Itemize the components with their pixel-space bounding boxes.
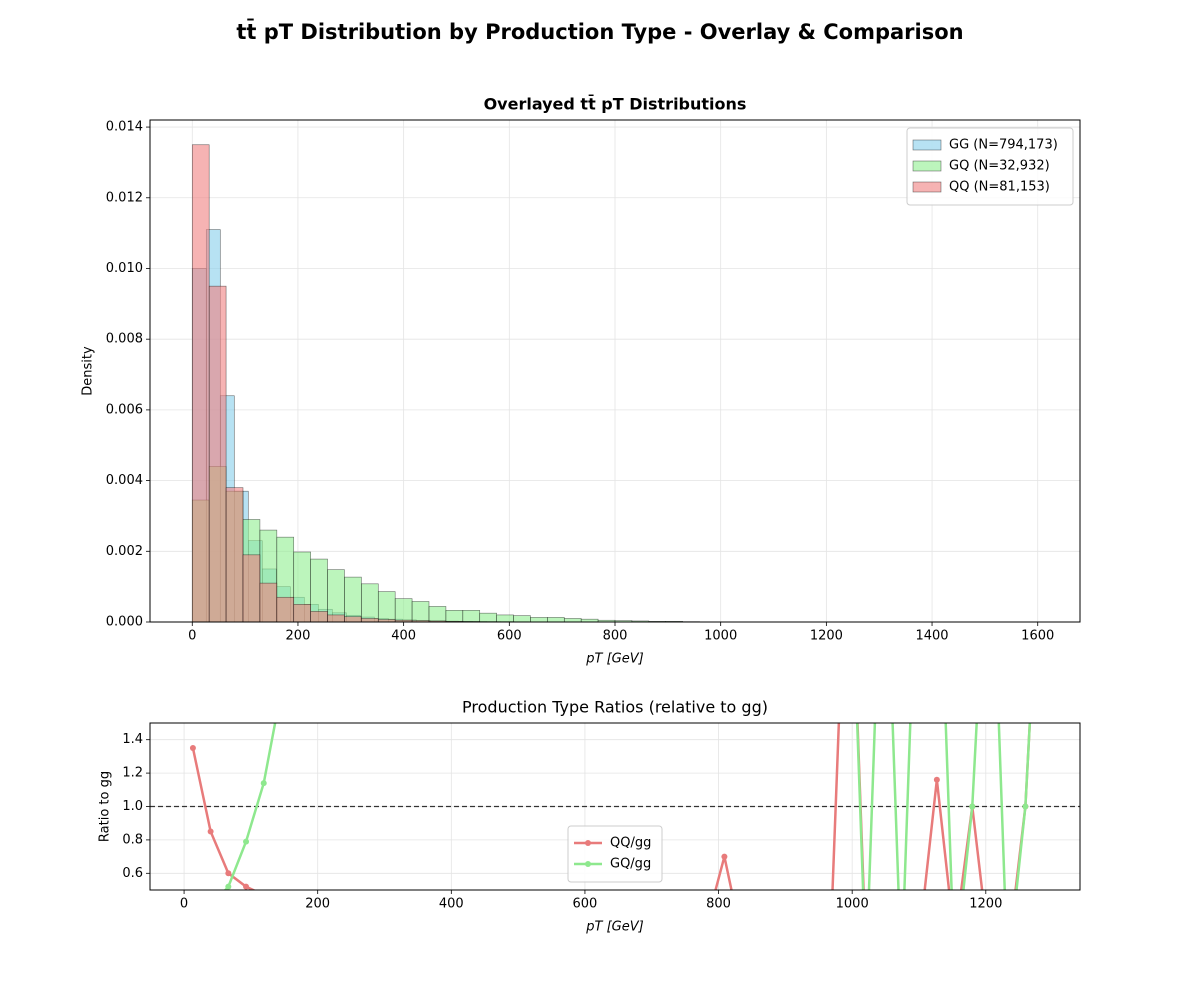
- x-tick-label: 200: [305, 897, 330, 912]
- x-axis-label: pT [GeV]: [585, 652, 643, 667]
- ratio-marker: [260, 780, 267, 787]
- histogram-bar: [310, 611, 328, 622]
- x-tick-label: 800: [603, 629, 628, 644]
- x-tick-label: 1000: [836, 897, 869, 912]
- y-tick-label: 0.008: [106, 332, 143, 347]
- histogram-bar: [361, 618, 379, 622]
- histogram-bar: [445, 610, 464, 622]
- x-tick-label: 1200: [969, 897, 1002, 912]
- legend-box: [567, 825, 663, 883]
- histogram-bar: [479, 612, 497, 622]
- x-tick-label: 0: [180, 897, 188, 912]
- x-tick-label: 400: [391, 629, 416, 644]
- x-tick-label: 200: [286, 629, 311, 644]
- legend-label: QQ (N=81,153): [949, 180, 1050, 195]
- x-tick-label: 1400: [915, 629, 948, 644]
- ratio-marker: [1022, 803, 1029, 810]
- histogram-bar: [547, 617, 565, 622]
- legend-label: QQ/gg: [610, 836, 651, 851]
- y-tick-label: 0.012: [106, 190, 143, 205]
- ratio-marker: [969, 803, 976, 810]
- legend-label: GG (N=794,173): [949, 138, 1058, 153]
- histogram-bar: [428, 606, 447, 622]
- histogram-bar: [361, 583, 379, 622]
- ratio-marker: [721, 853, 728, 860]
- histogram-bar: [225, 487, 244, 622]
- y-tick-label: 1.4: [122, 732, 143, 747]
- ratio-marker: [207, 828, 214, 835]
- plot: [150, 723, 1080, 890]
- ratio-line: [191, 723, 1032, 890]
- legend-patch: [912, 181, 942, 193]
- histogram-bar: [293, 604, 311, 622]
- legend-marker: [585, 861, 591, 867]
- y-tick-label: 0.000: [106, 615, 143, 630]
- y-axis-label: Ratio to gg: [98, 771, 113, 842]
- histogram-bar: [208, 285, 227, 622]
- y-tick-label: 1.0: [122, 799, 143, 814]
- y-axis-label: Density: [81, 346, 96, 396]
- legend-label: GQ/gg: [610, 857, 651, 872]
- x-axis-label: pT [GeV]: [585, 920, 643, 935]
- axes-title: Overlayed tt̄ pT Distributions: [484, 94, 747, 114]
- histogram-bar: [191, 144, 210, 622]
- x-tick-label: 800: [706, 897, 731, 912]
- ratio-marker: [225, 870, 232, 877]
- histogram-bar: [344, 616, 362, 622]
- histogram-bar: [394, 598, 413, 622]
- plot: [191, 144, 1033, 622]
- y-tick-label: 0.002: [106, 544, 143, 559]
- legend-box: [906, 127, 1074, 206]
- y-tick-label: 0.6: [122, 866, 143, 881]
- histogram-bar: [327, 569, 345, 622]
- y-tick-label: 0.8: [122, 832, 143, 847]
- x-tick-label: 1000: [704, 629, 737, 644]
- x-tick-label: 1200: [810, 629, 843, 644]
- histogram-bar: [563, 618, 582, 622]
- histogram-bar: [530, 617, 548, 622]
- axes: 0 200 400 600 800 1000 1200 1400 1600 0.000 0.002 0…: [81, 94, 1081, 667]
- axes-frame: [149, 119, 1081, 623]
- y-tick-label: 0.006: [106, 402, 143, 417]
- legend: GG (N=794,173) GQ (N=32,932) QQ (N=81,153): [906, 127, 1074, 206]
- histogram-bar: [411, 601, 430, 622]
- ratio-marker: [189, 745, 196, 752]
- ratio-marker: [933, 776, 940, 783]
- legend-patch: [912, 139, 942, 151]
- ratio-line: [223, 723, 1032, 890]
- y-tick-label: 0.010: [106, 261, 143, 276]
- histogram-bar: [344, 576, 362, 622]
- y-tick-label: 0.004: [106, 473, 143, 488]
- ratio-marker: [243, 838, 250, 845]
- ratio-marker: [243, 883, 250, 890]
- y-tick-label: 1.2: [122, 766, 143, 781]
- ratio-marker: [225, 883, 232, 890]
- axes: 0 200 400 600 800 1000 1200 0.6 0.8 1.0 1.2 1.4 Prod…: [98, 698, 1081, 935]
- y-tick-label: 0.014: [106, 120, 143, 135]
- x-tick-label: 600: [573, 897, 598, 912]
- histogram-bar: [327, 614, 345, 622]
- histogram-bar: [377, 591, 396, 622]
- legend-label: GQ (N=32,932): [949, 159, 1050, 174]
- histogram-bar: [462, 610, 481, 622]
- x-tick-label: 1600: [1021, 629, 1054, 644]
- x-tick-label: 0: [188, 629, 196, 644]
- legend-marker: [585, 840, 591, 846]
- axes-title: Production Type Ratios (relative to gg): [462, 698, 768, 717]
- x-tick-label: 600: [497, 629, 522, 644]
- axes-frame: [149, 722, 1081, 891]
- histogram-bar: [242, 554, 261, 622]
- legend-patch: [912, 160, 942, 172]
- histogram-bar: [276, 596, 295, 622]
- legend: QQ/gg GQ/gg: [567, 825, 663, 883]
- figure-title: tt̄ pT Distribution by Production Type -…: [236, 19, 963, 44]
- x-tick-label: 400: [439, 897, 464, 912]
- histogram-bar: [496, 614, 514, 622]
- histogram-bar: [259, 582, 278, 622]
- histogram-bar: [513, 615, 531, 622]
